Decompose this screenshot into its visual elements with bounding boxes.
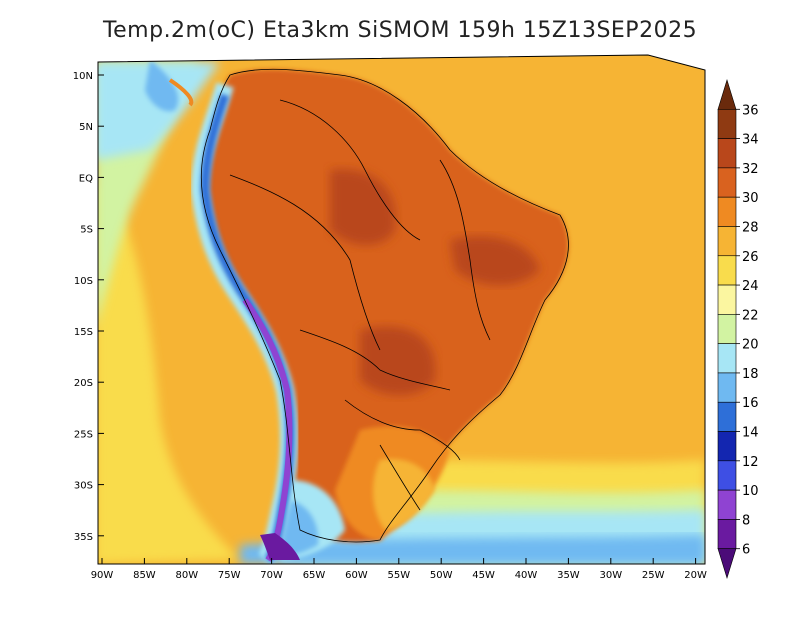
colorbar-swatch xyxy=(717,196,737,227)
colorbar-label: 8 xyxy=(742,513,750,528)
colorbar-swatch xyxy=(717,167,737,198)
colorbar-label: 18 xyxy=(742,367,759,382)
lon-tick-label: 45W xyxy=(472,570,495,581)
lat-tick-label: 25S xyxy=(74,429,93,440)
colorbar-bottom-arrow xyxy=(717,548,737,580)
lon-tick-label: 85W xyxy=(133,570,156,581)
colorbar-label: 26 xyxy=(742,250,759,265)
colorbar-label: 32 xyxy=(742,162,759,177)
lon-tick-label: 50W xyxy=(430,570,453,581)
lon-tick-label: 55W xyxy=(387,570,410,581)
colorbar-swatch xyxy=(717,401,737,432)
lon-tick-label: 90W xyxy=(91,570,114,581)
colorbar-label: 34 xyxy=(742,133,759,148)
colorbar-label: 14 xyxy=(742,426,759,441)
colorbar-swatch xyxy=(717,284,737,315)
colorbar-label: 20 xyxy=(742,338,759,353)
country-borders xyxy=(200,68,569,543)
lat-tick-label: 10N xyxy=(73,71,93,82)
map-title: Temp.2m(oC) Eta3km SiSMOM 159h 15Z13SEP2… xyxy=(102,18,698,43)
colorbar-label: 24 xyxy=(742,279,759,294)
colorbar-swatch xyxy=(717,431,737,462)
lat-tick-label: 35S xyxy=(74,532,93,543)
colorbar-swatch xyxy=(717,489,737,520)
lon-tick-label: 30W xyxy=(599,570,622,581)
colorbar-swatch xyxy=(717,519,737,550)
colorbar-swatch xyxy=(717,255,737,286)
colorbar-swatch xyxy=(717,138,737,169)
colorbar-swatch xyxy=(717,108,737,139)
lon-tick-label: 70W xyxy=(260,570,283,581)
colorbar-label: 36 xyxy=(742,103,759,118)
colorbar-label: 6 xyxy=(742,543,750,558)
lat-tick-label: 20S xyxy=(74,378,93,389)
colorbar-swatch xyxy=(717,460,737,491)
lat-tick-label: 5N xyxy=(79,122,93,133)
lon-tick-label: 25W xyxy=(642,570,665,581)
lon-tick-label: 80W xyxy=(175,570,198,581)
colorbar-swatch xyxy=(717,372,737,403)
colorbar-label: 22 xyxy=(742,308,759,323)
lat-tick-label: 5S xyxy=(80,225,93,236)
colorbar-top-arrow xyxy=(717,78,737,110)
colorbar-label: 12 xyxy=(742,455,759,470)
lon-tick-label: 60W xyxy=(345,570,368,581)
colorbar-swatch xyxy=(717,343,737,374)
lon-tick-label: 40W xyxy=(515,570,538,581)
lon-tick-label: 20W xyxy=(684,570,707,581)
lon-tick-label: 75W xyxy=(218,570,241,581)
colorbar-label: 28 xyxy=(742,220,759,235)
colorbar-swatch xyxy=(717,226,737,257)
lat-tick-label: 10S xyxy=(74,276,93,287)
colorbar-swatch xyxy=(717,314,737,344)
map-frame xyxy=(97,54,706,565)
lat-tick-label: 15S xyxy=(74,327,93,338)
longitude-axis: 90W 85W 80W 75W 70W 65W 60W 55W 50W 45W 40W 35W 30W 2… xyxy=(91,558,707,581)
colorbar-label: 30 xyxy=(742,191,759,206)
lon-tick-label: 35W xyxy=(557,570,580,581)
colorbar-label: 16 xyxy=(742,396,759,411)
lon-tick-label: 65W xyxy=(303,570,326,581)
lat-tick-label: EQ xyxy=(79,173,93,184)
colorbar: 36 34 32 30 28 26 24 22 20 18 16 14 12 10 8 6 xyxy=(717,78,759,580)
latitude-axis: 10N 5N EQ 5S 10S 15S 20S 25S 30S 35S xyxy=(73,71,104,543)
colorbar-label: 10 xyxy=(742,484,759,499)
map-domain xyxy=(98,55,705,564)
lat-tick-label: 30S xyxy=(74,481,93,492)
